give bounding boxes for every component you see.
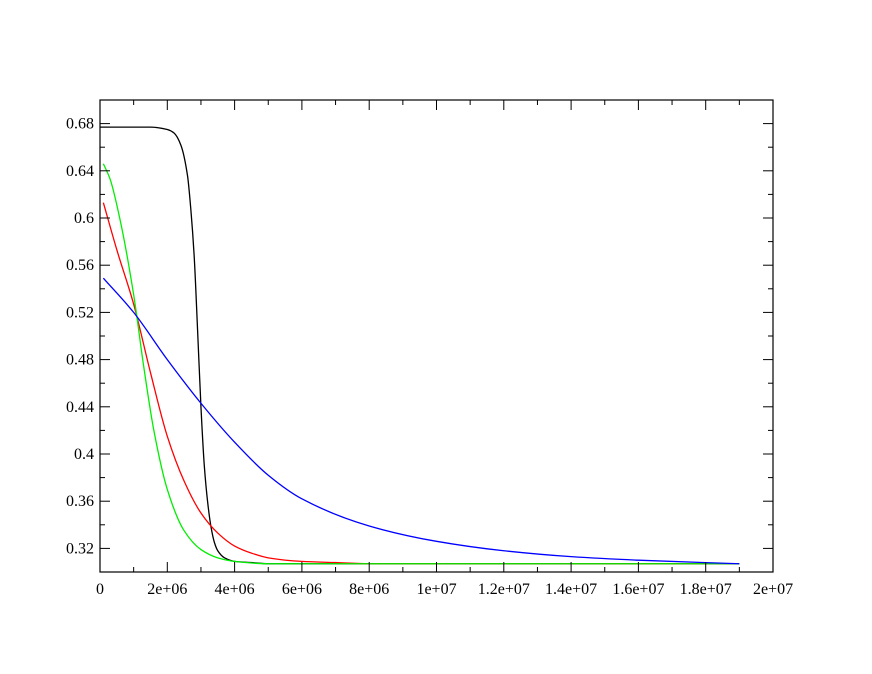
y-tick-label: 0.4 — [74, 446, 94, 463]
y-tick-label: 0.56 — [66, 257, 94, 274]
y-tick-label: 0.36 — [66, 493, 94, 510]
y-tick-label: 0.64 — [66, 163, 94, 180]
x-tick-label: 1.2e+07 — [478, 581, 530, 598]
plot-frame — [99, 99, 774, 573]
x-tick-label: 2e+06 — [147, 581, 187, 598]
y-tick-label: 0.32 — [66, 540, 94, 557]
y-tick-label: 0.52 — [66, 304, 94, 321]
x-tick-label: 1.4e+07 — [545, 581, 597, 598]
y-tick-label: 0.6 — [74, 210, 94, 227]
series-line-4 — [102, 277, 740, 565]
y-tick-label: 0.44 — [66, 399, 94, 416]
x-tick-label: 8e+06 — [349, 581, 389, 598]
x-tick-label: 4e+06 — [215, 581, 255, 598]
x-tick-label: 1.8e+07 — [680, 581, 732, 598]
y-tick-label: 0.68 — [66, 116, 94, 133]
x-tick-label: 1e+07 — [416, 581, 456, 598]
x-tick-label: 1.6e+07 — [612, 581, 664, 598]
x-tick-label: 0 — [96, 581, 104, 598]
axis-layer: 0 2e+06 4e+06 6e+06 8e+06 1e+07 1.2e+07 1.4e+07… — [66, 99, 793, 598]
x-tick-label: 6e+06 — [282, 581, 322, 598]
y-tick-label: 0.48 — [66, 352, 94, 369]
x-tick-label: 2e+07 — [753, 581, 793, 598]
